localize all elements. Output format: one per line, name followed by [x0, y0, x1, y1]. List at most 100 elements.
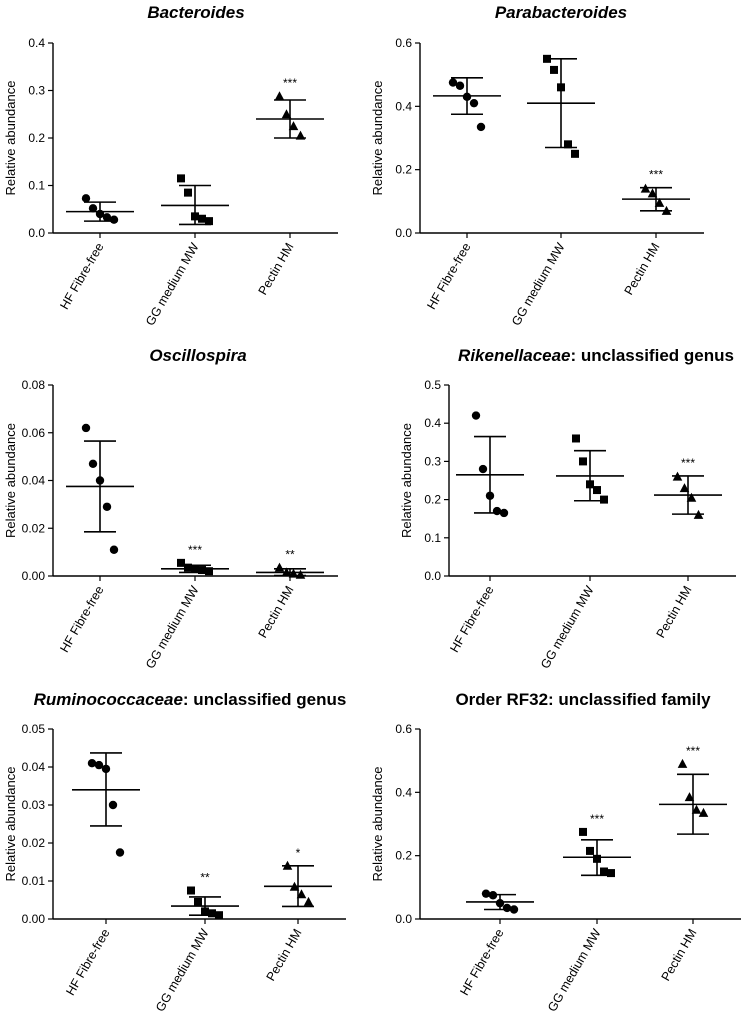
significance-label: ***: [681, 456, 695, 470]
x-tick-label: Pectin HM: [256, 584, 297, 641]
data-group-3: ***: [659, 744, 727, 835]
data-point: [647, 188, 658, 198]
y-tick-label: 0.08: [22, 378, 46, 392]
y-tick-label: 0.2: [424, 493, 441, 507]
y-axis-label: Relative abundance: [3, 767, 18, 882]
data-point: [502, 903, 512, 913]
data-point: [698, 807, 709, 817]
panel-title-part: Bacteroides: [147, 3, 244, 22]
data-point: [654, 197, 665, 207]
x-tick-label: Pectin HM: [264, 927, 305, 984]
significance-label: **: [285, 548, 295, 562]
data-point: [184, 563, 192, 572]
data-point: [108, 800, 118, 810]
x-tick-label: HF Fibre-free: [457, 926, 506, 997]
panel-title: Oscillospira: [149, 346, 246, 365]
y-tick-label: 0.06: [22, 426, 46, 440]
x-tick-label: HF Fibre-free: [424, 240, 473, 311]
data-point: [564, 140, 572, 149]
data-point: [677, 758, 688, 768]
data-group-1: [66, 423, 134, 554]
significance-label: ***: [686, 744, 700, 758]
x-tick-label: Pectin HM: [654, 584, 695, 641]
data-point: [550, 65, 558, 74]
data-point: [296, 889, 307, 899]
data-point: [607, 869, 615, 878]
data-point: [288, 121, 299, 131]
data-point: [177, 174, 185, 183]
data-point: [198, 566, 206, 575]
data-point: [187, 886, 195, 895]
significance-label: ***: [188, 543, 202, 557]
data-point: [600, 495, 608, 504]
data-point: [115, 848, 125, 857]
data-point: [88, 459, 98, 468]
data-point: [303, 896, 314, 906]
data-point: [184, 188, 192, 197]
data-point: [481, 889, 491, 898]
y-tick-label: 0.02: [22, 521, 46, 535]
data-point: [593, 486, 601, 495]
y-axis-label: Relative abundance: [370, 767, 385, 882]
data-point: [691, 804, 702, 814]
data-group-2: **: [171, 871, 239, 920]
data-point: [177, 558, 185, 567]
y-tick-label: 0.3: [28, 84, 45, 98]
y-tick-label: 0.3: [424, 454, 441, 468]
data-point: [572, 434, 580, 443]
y-tick-label: 0.2: [395, 849, 412, 863]
y-tick-label: 0.0: [395, 912, 412, 926]
data-point: [684, 792, 695, 802]
y-tick-label: 0.2: [28, 131, 45, 145]
chart-panel-4: Rikenellaceae: unclassified genus 0.0 0.1 0…: [399, 346, 736, 671]
data-point: [471, 411, 481, 420]
panel-title-part: : unclassified genus: [571, 346, 734, 365]
data-point: [109, 215, 119, 224]
panel-title: Order RF32: unclassified family: [455, 690, 711, 709]
data-point: [579, 827, 587, 836]
data-point: [586, 846, 594, 855]
data-group-3: ***: [654, 456, 722, 519]
data-point: [88, 204, 98, 213]
y-tick-label: 0.6: [395, 722, 412, 736]
x-tick-label: Pectin HM: [256, 241, 297, 298]
y-tick-label: 0.4: [28, 36, 45, 50]
y-axis-label: Relative abundance: [3, 423, 18, 538]
data-group-3: ***: [622, 168, 690, 215]
chart-panel-6: Order RF32: unclassified family 0.0 0.2 0.4…: [370, 690, 741, 1014]
panel-title-part: Rikenellaceae: [458, 346, 570, 365]
data-point: [81, 194, 91, 203]
y-axis-label: Relative abundance: [370, 81, 385, 196]
data-point: [208, 909, 216, 918]
x-tick-label: Pectin HM: [622, 241, 663, 298]
data-group-1: [456, 411, 524, 518]
data-group-2: [161, 174, 229, 226]
data-point: [102, 213, 112, 222]
significance-label: *: [296, 846, 301, 860]
y-tick-label: 0.05: [22, 722, 46, 736]
y-tick-label: 0.01: [22, 874, 46, 888]
x-tick-label: HF Fibre-free: [63, 926, 112, 997]
data-group-2: ***: [161, 543, 229, 576]
panel-title-part: Ruminococcaceae: [34, 690, 183, 709]
y-tick-label: 0.0: [28, 226, 45, 240]
data-point: [274, 91, 285, 101]
x-tick-label: GG medium MW: [143, 583, 202, 671]
x-tick-label: GG medium MW: [509, 240, 568, 328]
data-point: [87, 759, 97, 768]
panel-title: Parabacteroides: [495, 3, 627, 22]
x-tick-label: GG medium MW: [143, 240, 202, 328]
data-group-1: [72, 752, 140, 857]
y-axis-label: Relative abundance: [399, 423, 414, 538]
chart-panel-5: Ruminococcaceae: unclassified genus 0.00 0…: [3, 690, 346, 1014]
x-tick-label: HF Fibre-free: [57, 240, 106, 311]
y-tick-label: 0.1: [424, 531, 441, 545]
panel-title: Ruminococcaceae: unclassified genus: [34, 690, 347, 709]
x-tick-label: GG medium MW: [545, 926, 604, 1014]
y-tick-label: 0.2: [395, 163, 412, 177]
panel-title-part: : unclassified genus: [183, 690, 346, 709]
data-group-3: *: [264, 846, 332, 908]
data-point: [448, 78, 458, 87]
data-point: [81, 423, 91, 433]
data-point: [686, 492, 697, 502]
